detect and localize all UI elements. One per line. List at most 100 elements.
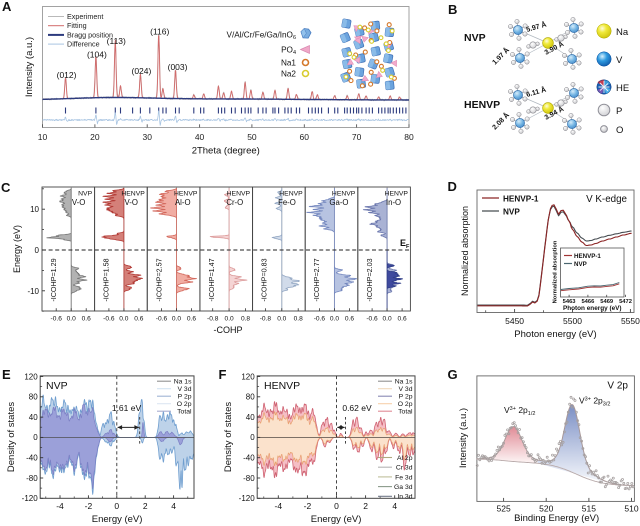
svg-text:70: 70 <box>352 132 362 142</box>
svg-text:NVP: NVP <box>503 208 520 217</box>
svg-text:Ga-O: Ga-O <box>329 198 348 207</box>
svg-text:Na: Na <box>616 27 629 38</box>
svg-text:Normalized absorption: Normalized absorption <box>460 206 470 296</box>
svg-text:Intensity (a.u.): Intensity (a.u.) <box>24 37 35 97</box>
svg-text:-40: -40 <box>243 454 255 463</box>
svg-text:Na1: Na1 <box>281 59 296 68</box>
svg-text:Na 1s: Na 1s <box>395 379 413 386</box>
svg-text:0: 0 <box>250 433 255 442</box>
svg-text:HE: HE <box>616 83 629 94</box>
svg-text:NVP: NVP <box>574 261 587 268</box>
svg-text:HENVP: HENVP <box>227 191 251 198</box>
svg-text:-COHP: -COHP <box>214 325 243 335</box>
svg-text:5500: 5500 <box>563 316 582 326</box>
svg-text:Na2: Na2 <box>281 70 296 79</box>
svg-text:60: 60 <box>300 132 310 142</box>
svg-text:0.8: 0.8 <box>294 316 303 323</box>
svg-text:Fe-O: Fe-O <box>278 198 296 207</box>
svg-text:5469: 5469 <box>600 299 614 305</box>
svg-text:-0.6: -0.6 <box>366 316 378 323</box>
svg-text:Al 2p: Al 2p <box>397 455 413 462</box>
svg-text:2: 2 <box>363 501 368 511</box>
svg-text:Photon energy (eV): Photon energy (eV) <box>514 329 596 340</box>
svg-text:A: A <box>2 0 12 14</box>
svg-text:40: 40 <box>29 413 38 422</box>
svg-text:120: 120 <box>241 372 255 381</box>
svg-text:V-O: V-O <box>72 198 85 207</box>
svg-text:0: 0 <box>114 501 119 511</box>
svg-text:0: 0 <box>33 433 38 442</box>
svg-text:NVP: NVP <box>78 191 92 198</box>
svg-text:In-O: In-O <box>386 198 401 207</box>
svg-text:Total: Total <box>177 409 192 416</box>
svg-text:10: 10 <box>30 205 39 214</box>
svg-text:-0.6: -0.6 <box>314 316 326 323</box>
svg-text:30: 30 <box>142 132 152 142</box>
svg-text:PO4: PO4 <box>281 46 296 57</box>
svg-text:-ICOHP=1.58: -ICOHP=1.58 <box>102 258 111 301</box>
svg-text:5472: 5472 <box>619 299 632 305</box>
svg-text:-0.6: -0.6 <box>156 316 168 323</box>
svg-text:G: G <box>448 367 458 382</box>
svg-text:5450: 5450 <box>505 316 524 326</box>
svg-text:Fitting: Fitting <box>67 21 87 30</box>
svg-text:0.6: 0.6 <box>187 316 196 323</box>
svg-text:0.0: 0.0 <box>330 316 339 323</box>
svg-text:0.6: 0.6 <box>345 316 354 323</box>
svg-text:2Theta (degree): 2Theta (degree) <box>192 146 260 157</box>
svg-text:HENVP-1: HENVP-1 <box>503 195 539 204</box>
svg-text:-40: -40 <box>26 454 38 463</box>
svg-text:0.0: 0.0 <box>172 316 181 323</box>
svg-text:P 2p: P 2p <box>178 394 192 401</box>
svg-text:HENVP-1: HENVP-1 <box>574 253 601 260</box>
svg-text:-80: -80 <box>243 474 255 483</box>
svg-text:10: 10 <box>38 132 48 142</box>
svg-text:0: 0 <box>35 246 40 255</box>
svg-text:Binding Energy (eV): Binding Energy (eV) <box>514 513 599 524</box>
svg-text:-ICOHP=2.77: -ICOHP=2.77 <box>312 258 321 301</box>
svg-text:Fe 3d: Fe 3d <box>395 474 413 481</box>
svg-text:0.8: 0.8 <box>241 316 250 323</box>
svg-text:50: 50 <box>247 132 257 142</box>
svg-text:-0.8: -0.8 <box>260 316 272 323</box>
svg-text:P: P <box>616 106 622 117</box>
svg-text:NVP: NVP <box>46 380 68 392</box>
svg-text:-4: -4 <box>56 501 64 511</box>
svg-text:D: D <box>448 179 457 194</box>
svg-text:515: 515 <box>582 504 596 514</box>
svg-text:HENVP: HENVP <box>174 191 198 198</box>
svg-text:4: 4 <box>171 501 176 511</box>
svg-text:-10: -10 <box>27 287 39 296</box>
svg-text:-4: -4 <box>275 501 283 511</box>
svg-text:NVP: NVP <box>464 32 486 44</box>
svg-text:V K-edge: V K-edge <box>586 194 627 205</box>
svg-text:V/Al/Cr/Fe/Ga/InO6: V/Al/Cr/Fe/Ga/InO6 <box>227 31 297 42</box>
svg-text:E: E <box>2 367 11 382</box>
svg-text:Ga 3d: Ga 3d <box>394 484 413 491</box>
svg-text:5463: 5463 <box>563 299 577 305</box>
svg-text:0.0: 0.0 <box>277 316 286 323</box>
svg-text:-120: -120 <box>22 494 39 503</box>
svg-text:510: 510 <box>624 504 638 514</box>
svg-text:Cr 3d: Cr 3d <box>396 465 413 472</box>
svg-text:Difference: Difference <box>67 40 100 49</box>
svg-text:-2: -2 <box>85 501 93 511</box>
svg-text:0.6: 0.6 <box>82 316 91 323</box>
svg-text:Al-O: Al-O <box>175 198 191 207</box>
svg-text:120: 120 <box>24 372 38 381</box>
svg-text:HENVP: HENVP <box>385 191 409 198</box>
svg-text:(116): (116) <box>150 27 169 37</box>
svg-text:0.6: 0.6 <box>134 316 143 323</box>
svg-text:Intensity (a.u.): Intensity (a.u.) <box>458 408 469 468</box>
svg-text:20: 20 <box>90 132 100 142</box>
svg-text:Bragg position: Bragg position <box>67 30 113 39</box>
svg-text:V-O: V-O <box>124 198 137 207</box>
svg-text:-0.6: -0.6 <box>103 316 115 323</box>
svg-text:0: 0 <box>334 501 339 511</box>
svg-text:-120: -120 <box>239 494 256 503</box>
svg-text:Density of states: Density of states <box>223 402 234 472</box>
svg-text:V: V <box>616 55 623 66</box>
svg-text:2: 2 <box>143 501 148 511</box>
svg-text:40: 40 <box>195 132 205 142</box>
svg-text:-ICOHP=1.29: -ICOHP=1.29 <box>49 258 58 301</box>
